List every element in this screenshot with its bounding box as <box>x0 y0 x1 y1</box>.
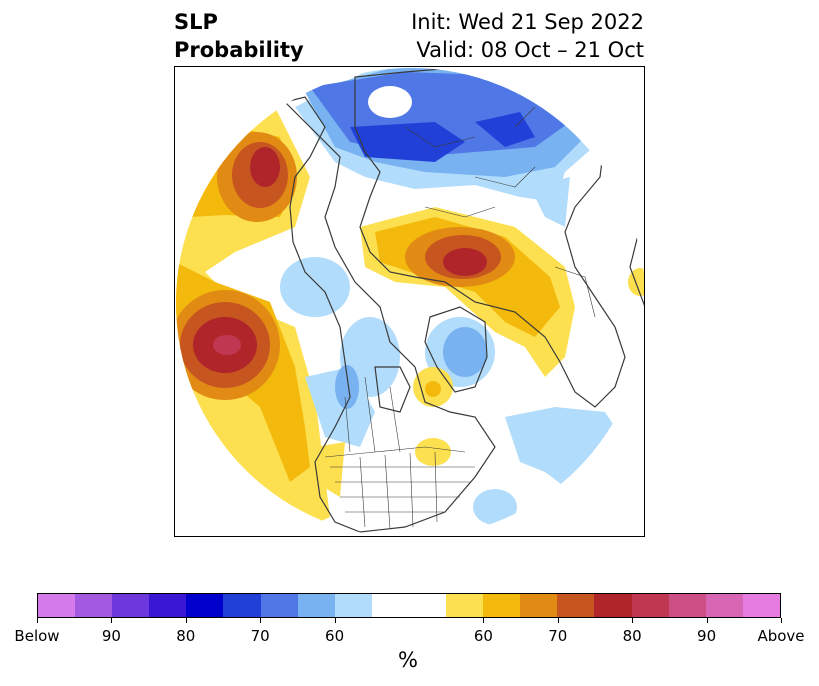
border-states-grid <box>330 451 475 530</box>
border-us-canada <box>324 446 466 458</box>
title-right: Init: Wed 21 Sep 2022 Valid: 08 Oct – 21… <box>411 8 644 64</box>
colorbar-below-segment-6 <box>260 594 298 617</box>
map-panel <box>174 66 645 537</box>
probability-map <box>176 68 644 536</box>
colorbar-below-segment-4 <box>186 594 224 617</box>
colorbar-above-segment-5 <box>631 594 669 617</box>
colorbar-above-segment-1 <box>483 594 521 617</box>
colorbar-tick-mark-3 <box>260 618 261 623</box>
colorbar-below-segment-7 <box>297 594 335 617</box>
anomaly-atlantic-lightblue <box>505 407 625 487</box>
colorbar-above-segment-4 <box>594 594 632 617</box>
colorbar-tick-label-0: Below <box>14 627 60 645</box>
coastline-greenland <box>424 306 488 393</box>
init-date-label: Init: Wed 21 Sep 2022 <box>411 10 644 34</box>
anomaly-great-lakes-yellow <box>415 438 451 466</box>
colorbar-tick-mark-0 <box>37 618 38 623</box>
colorbar <box>37 593 781 618</box>
anomaly-greenland-blue <box>443 327 487 377</box>
anomaly-hudson-orange <box>425 381 441 397</box>
political-borders <box>324 106 596 530</box>
colorbar-above-segment-7 <box>705 594 743 617</box>
colorbar-neutral-segment <box>371 594 447 617</box>
colorbar-tick-mark-1 <box>111 618 112 623</box>
colorbar-tick-mark-8 <box>707 618 708 623</box>
colorbar-tick-mark-4 <box>335 618 336 623</box>
colorbar-below-segment-3 <box>149 594 187 617</box>
colorbar-below-segment-5 <box>223 594 261 617</box>
colorbar-tick-label-7: 80 <box>622 627 642 645</box>
colorbar-tick-mark-6 <box>558 618 559 623</box>
border-eurasia-countries <box>404 106 596 318</box>
colorbar-above-segment-6 <box>668 594 706 617</box>
title-variable: SLP <box>174 10 218 34</box>
anomaly-west-canada-blue <box>335 365 359 409</box>
coastline-north-america <box>283 96 496 533</box>
anomaly-east-europe-yellow <box>628 268 644 296</box>
anomaly-east-asia-lightblue <box>530 177 570 227</box>
colorbar-above-segment-8 <box>742 594 780 617</box>
colorbar-above-segment-0 <box>446 594 484 617</box>
colorbar-unit-label: % <box>398 648 418 672</box>
anomaly-pacific-rose <box>213 335 241 355</box>
title-metric: Probability <box>174 38 304 62</box>
colorbar-tick-label-8: 90 <box>697 627 717 645</box>
colorbar-tick-label-1: 90 <box>101 627 121 645</box>
colorbar-tick-label-3: 70 <box>250 627 270 645</box>
colorbar-below-segment-8 <box>334 594 372 617</box>
colorbar-above-segment-3 <box>557 594 595 617</box>
colorbar-tick-mark-9 <box>781 618 782 623</box>
anomaly-eurasia-white-gap <box>368 86 412 118</box>
colorbar-below-segment-0 <box>38 594 76 617</box>
colorbar-tick-label-9: Above <box>757 627 805 645</box>
anomaly-alaska-lightblue <box>280 257 350 317</box>
colorbar-above-segment-2 <box>520 594 558 617</box>
colorbar-tick-mark-5 <box>483 618 484 623</box>
anomaly-eurasia-royal <box>350 122 465 162</box>
anomaly-bering-red <box>250 147 280 187</box>
anomaly-arctic-red <box>443 248 487 276</box>
colorbar-below-segment-1 <box>75 594 113 617</box>
colorbar-tick-label-5: 60 <box>473 627 493 645</box>
coastline-hudson-bay <box>374 366 411 413</box>
colorbar-tick-mark-2 <box>186 618 187 623</box>
colorbar-tick-label-4: 60 <box>325 627 345 645</box>
border-canada-provinces <box>344 376 401 453</box>
title-left: SLP Probability <box>174 8 304 64</box>
anomaly-atlantic-small-lightblue <box>473 489 517 525</box>
anomaly-eurasia-royal-east <box>475 112 535 147</box>
valid-period-label: Valid: 08 Oct – 21 Oct <box>416 38 644 62</box>
colorbar-tick-mark-7 <box>632 618 633 623</box>
colorbar-tick-label-6: 70 <box>548 627 568 645</box>
colorbar-below-segment-2 <box>112 594 150 617</box>
colorbar-tick-label-2: 80 <box>176 627 196 645</box>
